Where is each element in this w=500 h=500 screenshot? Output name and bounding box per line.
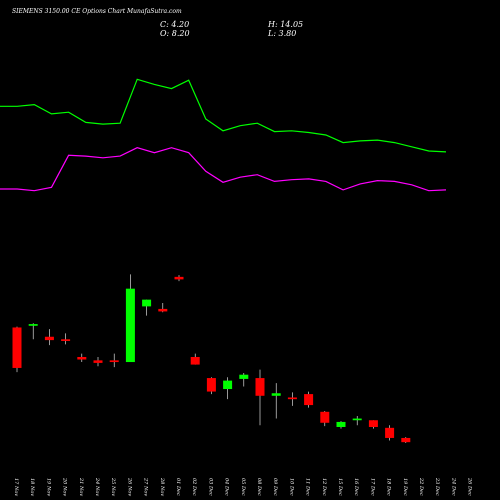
candle-19-nov [44, 329, 54, 346]
x-tick-label: 17 Dec [369, 478, 375, 496]
x-tick-label: 03 Dec [207, 478, 213, 496]
candle-08-dec [255, 369, 265, 426]
x-tick-label: 22 Dec [418, 477, 424, 496]
x-tick-label: 18 Nov [29, 478, 35, 496]
candle-15-dec [336, 421, 346, 429]
candle-09-dec [271, 383, 281, 419]
x-tick-label: 16 Dec [353, 478, 359, 496]
candle-17-nov [12, 326, 22, 373]
x-tick-label: 19 Nov [45, 478, 51, 496]
x-tick-label: 24 Dec [450, 477, 456, 496]
x-tick-label: 18 Dec [386, 478, 392, 496]
candle-28-nov [158, 303, 168, 313]
candle-04-dec [223, 377, 233, 400]
close-value: C: 4.20 [160, 20, 190, 29]
x-tick-label: 15 Dec [337, 478, 343, 496]
x-tick-label: 09 Dec [272, 478, 278, 496]
x-tick-label: 26 Dec [467, 477, 473, 496]
candle-02-dec [190, 353, 200, 365]
candle-24-nov [93, 356, 103, 367]
candle-18-nov [28, 323, 38, 340]
x-tick-label: 05 Dec [240, 478, 246, 496]
candle-20-nov [61, 333, 71, 345]
x-tick-label: 02 Dec [191, 478, 197, 496]
x-tick-label: 27 Nov [143, 477, 149, 496]
x-tick-label: 19 Dec [402, 478, 408, 496]
x-tick-label: 11 Dec [305, 478, 311, 496]
x-tick-label: 20 Nov [62, 477, 68, 496]
open-value: O: 8.20 [160, 29, 190, 38]
candle-27-nov [142, 299, 152, 316]
candle-16-dec [352, 416, 362, 426]
high-value: H: 14.05 [268, 20, 304, 29]
x-tick-label: 25 Nov [110, 477, 116, 496]
candle-05-dec [239, 373, 249, 387]
candle-18-dec [385, 425, 395, 441]
x-tick-label: 21 Nov [78, 477, 84, 496]
x-tick-label: 08 Dec [256, 478, 262, 496]
x-tick-label: 23 Dec [434, 477, 440, 496]
low-value: L: 3.80 [268, 29, 297, 38]
candle-17-dec [368, 420, 378, 429]
chart-title: SIEMENS 3150.00 CE Options Chart MunafaS… [12, 8, 182, 15]
x-tick-label: 12 Dec [321, 478, 327, 496]
candle-12-dec [320, 410, 330, 427]
x-tick-label: 28 Nov [159, 477, 165, 496]
candle-25-nov [109, 353, 119, 368]
x-tick-label: 04 Dec [224, 478, 230, 496]
x-tick-label: 24 Nov [94, 477, 100, 496]
lower-line-series [0, 147, 447, 192]
candle-19-dec [401, 437, 411, 444]
candle-01-dec [174, 275, 184, 282]
candle-21-nov [77, 353, 87, 363]
upper-line-series [0, 78, 447, 153]
x-tick-label: 10 Dec [288, 478, 294, 496]
x-tick-label: 01 Dec [175, 478, 181, 496]
candle-11-dec [304, 391, 314, 408]
x-tick-label: 17 Nov [13, 478, 19, 496]
x-tick-label: 26 Nov [126, 477, 132, 496]
candle-03-dec [206, 377, 216, 395]
candle-10-dec [287, 392, 297, 406]
candle-26-nov [125, 274, 135, 363]
